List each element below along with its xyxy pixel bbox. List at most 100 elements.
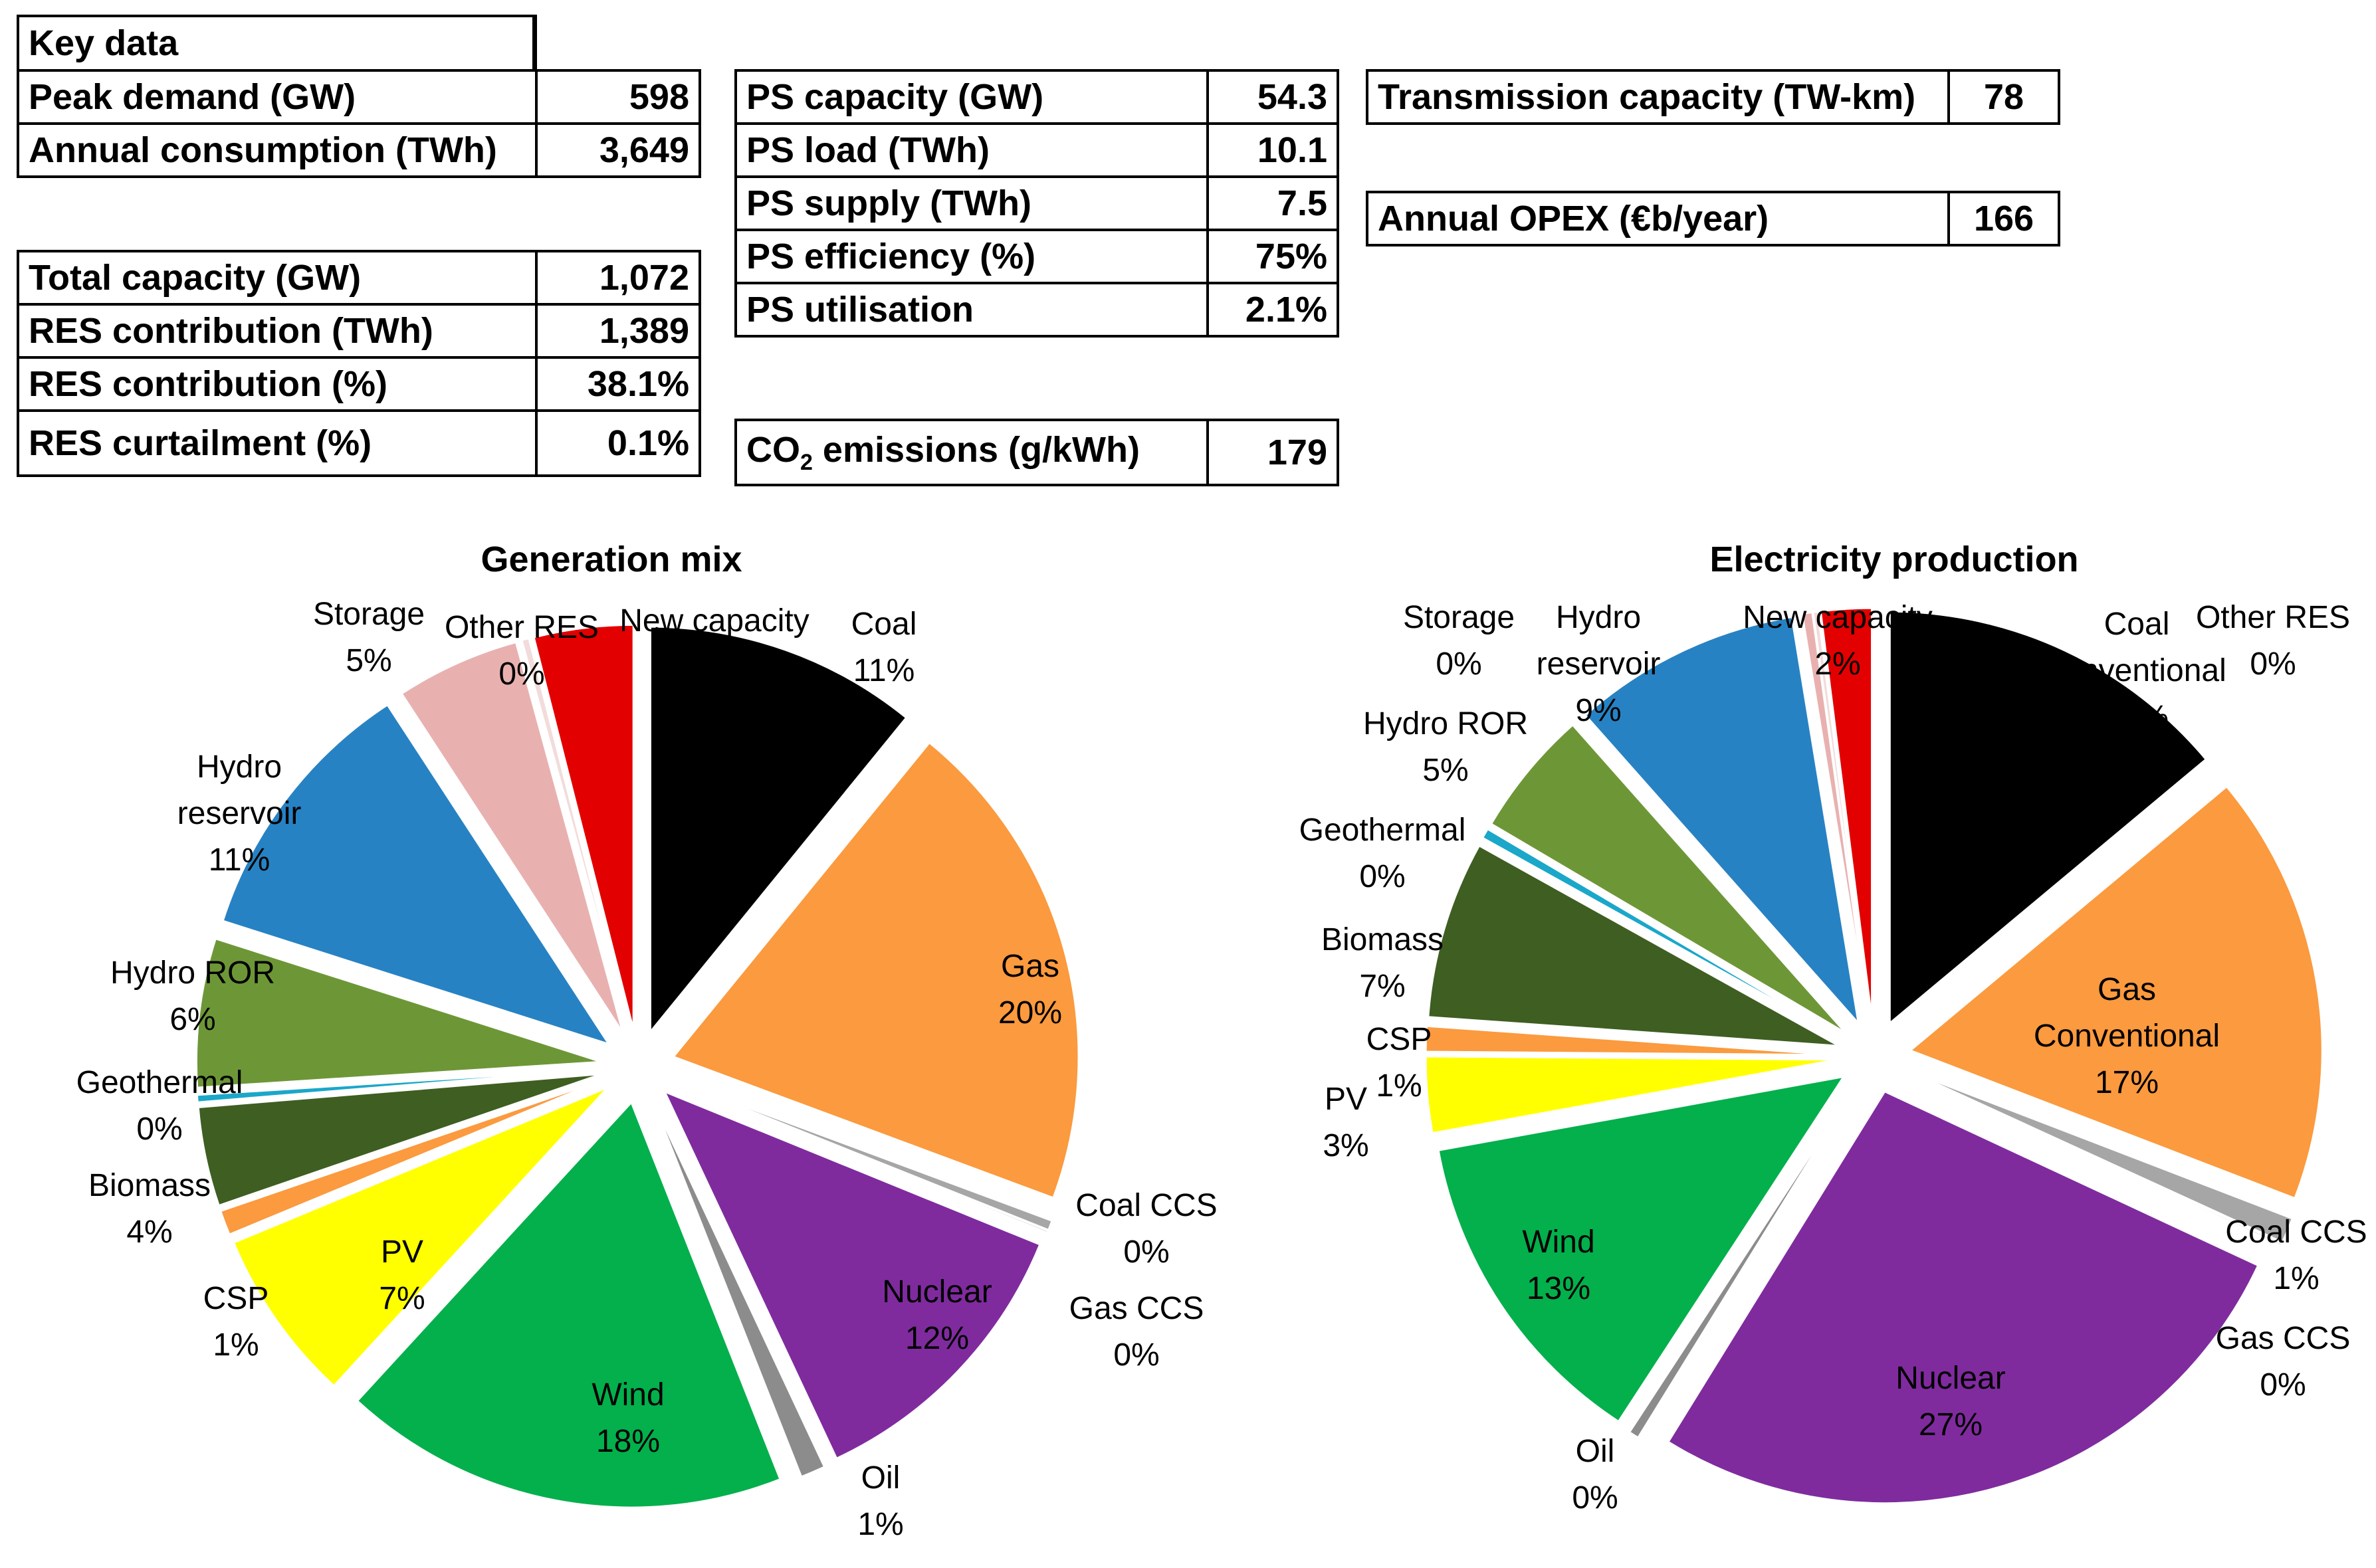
pie-slice-biomass: [1427, 844, 1840, 1047]
pie-slice-other-res: [1812, 610, 1871, 1021]
row-value: 1,389: [535, 303, 701, 359]
slice-label-gas-conventional: Gas Conventional 17%: [2034, 972, 2220, 1100]
row-value: 0.1%: [535, 409, 701, 477]
slice-label-hydro-ror: Hydro ROR 5%: [1363, 706, 1528, 788]
table-row: Total capacity (GW) 1,072: [17, 250, 701, 306]
row-label: PS capacity (GW): [734, 69, 1209, 125]
slice-label-geothermal: Geothermal 0%: [1299, 813, 1466, 894]
slice-label-hydro-ror: Hydro ROR 6%: [110, 955, 275, 1037]
pie-slice-coal-conventional: [1888, 610, 2208, 1026]
slice-label-gas-ccs: Gas CCS 0%: [1069, 1291, 1204, 1373]
chart-title-generation-mix: Generation mix: [481, 539, 742, 579]
pie-slice-gas-ccs: [1907, 1070, 2284, 1247]
row-label: Peak demand (GW): [17, 69, 538, 125]
slice-label-gas-ccs: Gas CCS 0%: [2216, 1321, 2351, 1403]
row-value: 54.3: [1206, 69, 1339, 125]
pie-slice-oil: [1628, 1086, 1856, 1439]
pie-slice-geothermal: [195, 1068, 602, 1104]
slice-label-biomass: Biomass 4%: [88, 1168, 211, 1250]
row-label: PS load (TWh): [734, 122, 1209, 178]
table-row: PS load (TWh) 10.1: [734, 122, 1339, 178]
pie-generation-mix: [195, 623, 1080, 1509]
capacity-table: Total capacity (GW) 1,072 RES contributi…: [17, 250, 701, 477]
table-row: Annual consumption (TWh) 3,649: [17, 122, 701, 178]
chart-title-electricity-production: Electricity production: [1709, 539, 2078, 579]
table-row: RES curtailment (%) 0.1%: [17, 409, 701, 477]
table-row: CO2 emissions (g/kWh) 179: [734, 419, 1339, 486]
pie-slice-coal: [649, 625, 908, 1035]
pie-electricity-production: [1424, 607, 2323, 1505]
row-value: 38.1%: [535, 356, 701, 412]
slice-label-hydro-reservoir: Hydro reservoir 11%: [177, 749, 302, 878]
slice-label-hydro-reservoir: Hydro reservoir 9%: [1537, 600, 1661, 728]
pie-slice-nuclear: [1666, 1090, 2260, 1505]
row-label: RES curtailment (%): [17, 409, 538, 477]
table-row: PS supply (TWh) 7.5: [734, 175, 1339, 231]
header-divider: [534, 15, 537, 72]
pie-slice-new-capacity: [532, 623, 635, 1030]
slice-label-new-capacity: New capacity 4%: [619, 603, 809, 685]
pie-slice-hydro-reservoir: [221, 703, 611, 1046]
co2-label-sub: 2: [800, 449, 813, 475]
pie-slice-pv: [1424, 1055, 1838, 1135]
row-value: 3,649: [535, 122, 701, 178]
table-row: PS utilisation 2.1%: [734, 282, 1339, 338]
slice-label-nuclear: Nuclear 27%: [1895, 1361, 2005, 1442]
pie-slice-geothermal: [1481, 827, 1844, 1039]
row-value: 2.1%: [1206, 282, 1339, 338]
key-data-table: Peak demand (GW) 598 Annual consumption …: [17, 69, 701, 178]
slice-label-coal-conventional: Coal conventional 14%: [2047, 607, 2226, 735]
pie-slice-nuclear: [662, 1090, 1041, 1460]
pie-slice-storage: [400, 640, 624, 1034]
table-row: PS efficiency (%) 75%: [734, 229, 1339, 284]
slice-label-geothermal: Geothermal 0%: [76, 1065, 243, 1147]
table-row: PS capacity (GW) 54.3: [734, 69, 1339, 125]
row-label: Annual consumption (TWh): [17, 122, 538, 178]
pie-slice-csp: [219, 1078, 605, 1236]
labels-generation-mix: Coal 11% Gas 20% Coal CCS 0% Gas CCS 0% Nuclear 1…: [76, 597, 1218, 1542]
co2-value: 179: [1206, 419, 1339, 486]
table-row: RES contribution (%) 38.1%: [17, 356, 701, 412]
pie-slice-hydro-ror: [1489, 723, 1847, 1034]
row-label: PS utilisation: [734, 282, 1209, 338]
row-label: RES contribution (TWh): [17, 303, 538, 359]
pie-slice-coal-ccs: [1907, 1069, 2294, 1244]
slice-label-wind: Wind 13%: [1522, 1225, 1594, 1306]
slice-label-storage: Storage 5%: [313, 597, 425, 678]
pie-slice-biomass: [197, 1072, 603, 1207]
table-row: Peak demand (GW) 598: [17, 69, 701, 125]
pie-slice-hydro-ror: [195, 937, 602, 1089]
pie-slice-hydro-reservoir: [1584, 615, 1860, 1027]
co2-label-rest: emissions (g/kWh): [812, 429, 1140, 470]
pie-slice-gas: [671, 741, 1080, 1199]
pie-slice-pv: [232, 1086, 609, 1388]
pie-slice-gas-conventional: [1908, 785, 2323, 1200]
slice-label-nuclear: Nuclear 12%: [882, 1274, 992, 1356]
row-label: Transmission capacity (TW-km): [1366, 69, 1950, 125]
row-label: Total capacity (GW): [17, 250, 538, 306]
row-label: PS efficiency (%): [734, 229, 1209, 284]
pie-slice-wind: [1437, 1075, 1846, 1423]
table-row: Annual OPEX (€b/year) 166: [1366, 191, 2060, 246]
table-row: RES contribution (TWh) 1,389: [17, 303, 701, 359]
pie-slice-wind: [356, 1100, 782, 1509]
row-value: 166: [1947, 191, 2060, 246]
co2-label-main: CO: [746, 429, 800, 470]
labels-electricity-production: Coal conventional 14% Gas Conventional 17% Coa…: [1299, 600, 2367, 1516]
slice-label-csp: CSP 1%: [203, 1281, 269, 1363]
key-data-title: Key data: [29, 23, 179, 63]
pie-slice-new-capacity: [1819, 607, 1874, 1021]
row-value: 1,072: [535, 250, 701, 306]
slice-label-coal-ccs: Coal CCS 1%: [2225, 1215, 2367, 1296]
co2-label: CO2 emissions (g/kWh): [734, 419, 1209, 486]
slice-label-coal-ccs: Coal CCS 0%: [1075, 1188, 1217, 1270]
slice-label-wind: Wind 18%: [592, 1377, 664, 1459]
pie-slice-other-res: [520, 637, 630, 1032]
slice-label-csp: CSP 1%: [1366, 1022, 1432, 1104]
slice-label-other-res: Other RES 0%: [2196, 600, 2350, 682]
slice-label-gas: Gas 20%: [998, 949, 1062, 1030]
slice-label-storage: Storage 0%: [1403, 600, 1515, 682]
row-value: 75%: [1206, 229, 1339, 284]
pie-slice-oil: [651, 1099, 826, 1478]
pie-slice-gas-ccs: [671, 1079, 1050, 1234]
